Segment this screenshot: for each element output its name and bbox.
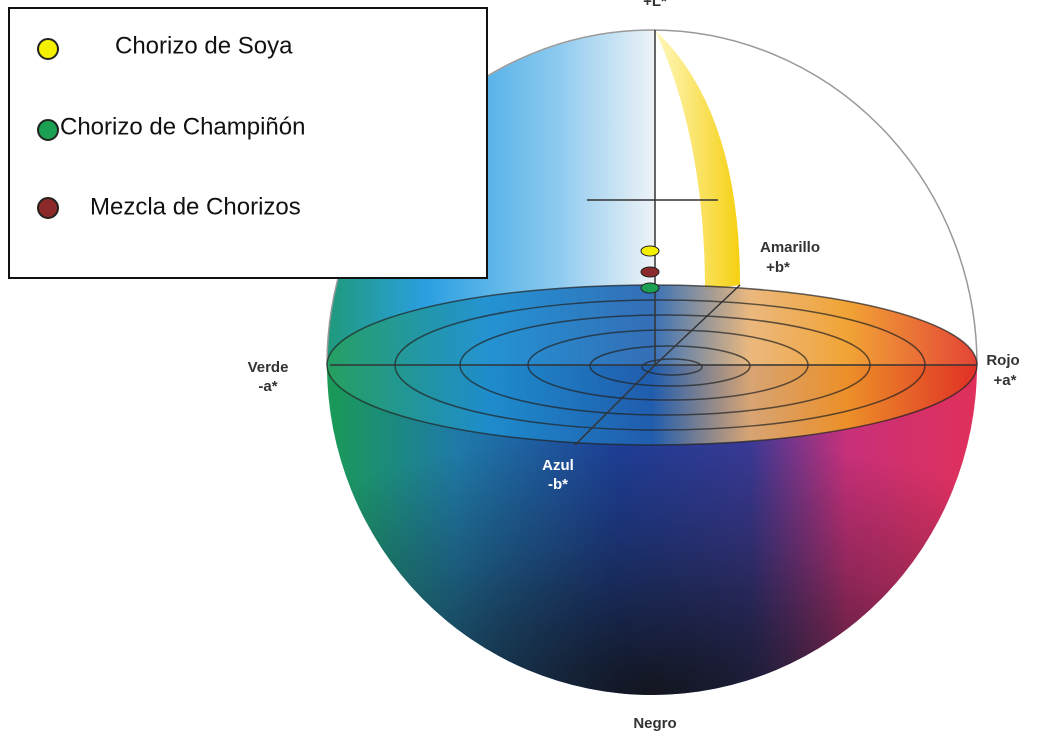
axis-label: Verde	[248, 359, 289, 376]
legend-label: Mezcla de Chorizos	[90, 193, 301, 220]
upper-quadrant	[327, 30, 655, 365]
axis-label: Amarillo	[760, 239, 820, 256]
legend: Chorizo de Soya Chorizo de Champiñón Mez…	[8, 7, 488, 279]
legend-marker	[37, 197, 59, 219]
point-mezcla	[640, 266, 660, 278]
legend-label: Chorizo de Champiñón	[60, 113, 305, 140]
legend-marker	[37, 119, 59, 141]
axis-lines	[330, 30, 977, 446]
axis-label: -a*	[258, 378, 277, 395]
axis-label: Azul	[542, 457, 574, 474]
legend-marker	[37, 38, 59, 60]
axis-label: +L*	[643, 0, 667, 10]
axis-label: Negro	[633, 715, 676, 732]
axis-label: +b*	[766, 259, 790, 276]
point-champinon	[640, 282, 660, 294]
legend-label: Chorizo de Soya	[115, 32, 293, 59]
shade	[327, 365, 977, 695]
axis-label: -b*	[548, 476, 568, 493]
yellow-wall	[655, 30, 740, 290]
axis-label: +a*	[994, 372, 1017, 389]
axis-label: Rojo	[986, 352, 1019, 369]
point-soya	[640, 245, 660, 257]
